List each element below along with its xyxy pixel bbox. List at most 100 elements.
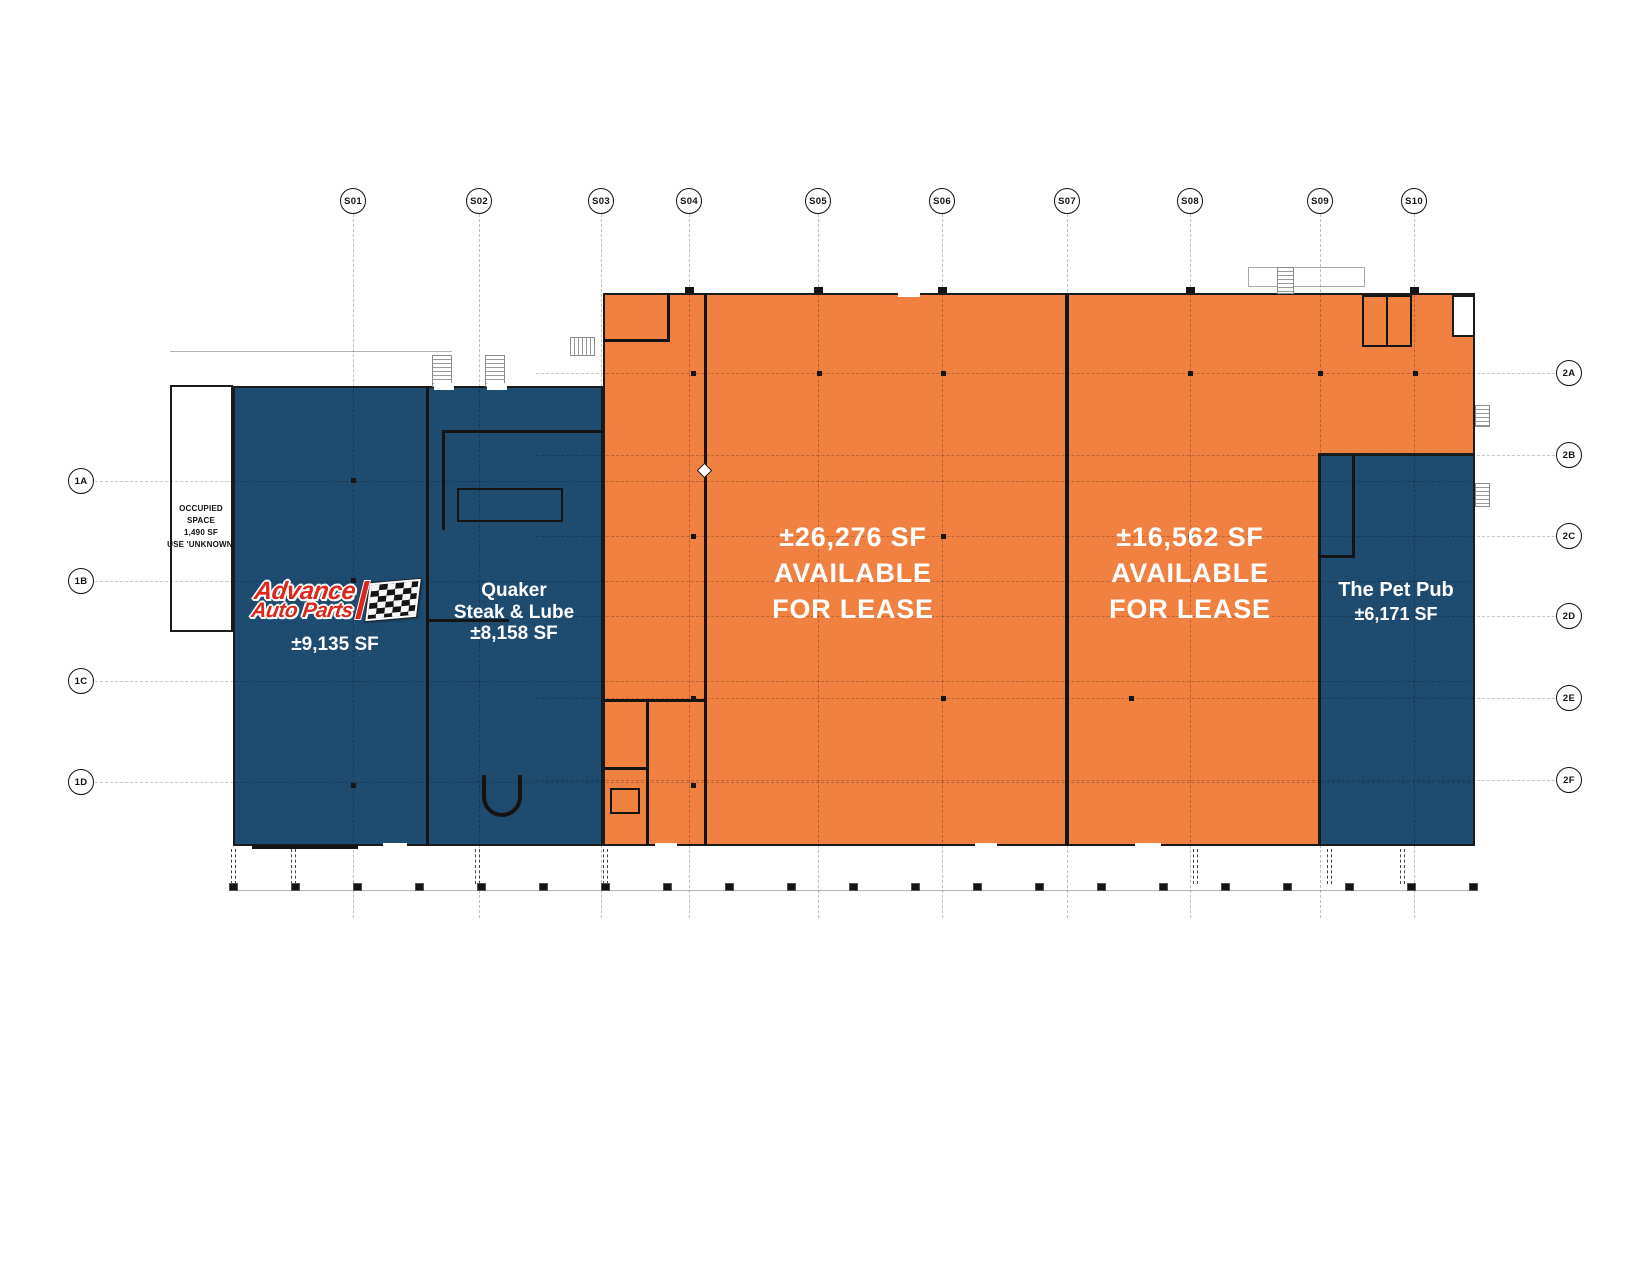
grid-marker-s09: S09 bbox=[1307, 188, 1333, 214]
lease-large-area: ±26,276 SF bbox=[779, 522, 927, 552]
grid-marker-s06: S06 bbox=[929, 188, 955, 214]
advance-auto-parts-area: ±9,135 SF bbox=[291, 634, 379, 655]
advance-auto-parts-logo: Advance Auto Parts bbox=[248, 574, 423, 626]
canopy-support-line bbox=[291, 849, 296, 884]
note-line: 1,490 SF bbox=[183, 528, 219, 537]
interior-wall bbox=[604, 699, 706, 702]
grid-marker-s03: S03 bbox=[588, 188, 614, 214]
grid-line-s08 bbox=[1190, 214, 1191, 918]
grid-line-1b bbox=[95, 581, 1470, 582]
column-dot bbox=[351, 478, 356, 483]
grid-marker-2d: 2D bbox=[1556, 603, 1582, 629]
colonnade-column bbox=[663, 883, 672, 891]
column-dot bbox=[1188, 371, 1193, 376]
grid-marker-1c: 1C bbox=[68, 668, 94, 694]
pet-pub-area: ±6,171 SF bbox=[1354, 604, 1438, 624]
column-dot bbox=[351, 578, 356, 583]
note-line: USE 'UNKNOWN' bbox=[167, 540, 235, 549]
lease-medium-line2: AVAILABLE bbox=[1111, 558, 1269, 588]
interior-wall bbox=[704, 293, 707, 846]
canopy-support-line bbox=[603, 849, 608, 884]
interior-wall bbox=[1386, 295, 1388, 347]
colonnade-column bbox=[787, 883, 796, 891]
note-line: OCCUPIED SPACE bbox=[179, 504, 223, 525]
colonnade-column bbox=[1345, 883, 1354, 891]
exterior-ladder-icon bbox=[1475, 483, 1490, 507]
canopy-support-line bbox=[475, 849, 480, 884]
interior-wall bbox=[1352, 455, 1355, 558]
colonnade-column bbox=[415, 883, 424, 891]
interior-room bbox=[457, 488, 563, 522]
column-dot bbox=[1318, 371, 1323, 376]
space-occupied-unknown bbox=[170, 385, 233, 632]
grid-marker-2c: 2C bbox=[1556, 523, 1582, 549]
column-dot bbox=[691, 534, 696, 539]
column-dot bbox=[691, 371, 696, 376]
grid-line-2f bbox=[536, 780, 1555, 781]
interior-room bbox=[610, 788, 640, 814]
grid-marker-2b: 2B bbox=[1556, 442, 1582, 468]
canopy-line bbox=[170, 351, 452, 352]
bar-counter bbox=[482, 775, 522, 817]
grid-line-s06 bbox=[942, 214, 943, 918]
grid-marker-s07: S07 bbox=[1054, 188, 1080, 214]
grid-line-1d bbox=[95, 782, 1470, 783]
lease-medium-area: ±16,562 SF bbox=[1116, 522, 1264, 552]
logo-line2: Auto Parts bbox=[250, 598, 355, 622]
grid-line-s10 bbox=[1414, 214, 1415, 918]
interior-wall bbox=[442, 430, 445, 530]
pilaster-tick bbox=[1186, 287, 1195, 293]
grid-line-1a bbox=[95, 481, 1470, 482]
grid-line-2d bbox=[536, 616, 1555, 617]
column-dot bbox=[817, 371, 822, 376]
occupied-space-note: OCCUPIED SPACE 1,490 SF USE 'UNKNOWN' bbox=[166, 503, 236, 551]
grid-marker-s05: S05 bbox=[805, 188, 831, 214]
colonnade-column bbox=[1097, 883, 1106, 891]
lease-medium-line3: FOR LEASE bbox=[1109, 594, 1271, 624]
grid-line-s02 bbox=[479, 214, 480, 918]
pilaster-tick bbox=[1410, 287, 1419, 293]
colonnade-column bbox=[725, 883, 734, 891]
interior-wall bbox=[1318, 555, 1354, 558]
grid-line-2e bbox=[536, 698, 1555, 699]
quaker-area: ±8,158 SF bbox=[470, 623, 558, 644]
stair-icon bbox=[1277, 267, 1294, 294]
canopy-support-line bbox=[1193, 849, 1198, 884]
lease-large-label: ±26,276 SF AVAILABLE FOR LEASE bbox=[693, 519, 1013, 627]
interior-wall bbox=[646, 699, 649, 846]
door-opening bbox=[487, 383, 507, 390]
column-dot bbox=[1413, 371, 1418, 376]
lease-medium-label: ±16,562 SF AVAILABLE FOR LEASE bbox=[1030, 519, 1350, 627]
colonnade-column bbox=[911, 883, 920, 891]
door-opening bbox=[898, 290, 920, 297]
column-dot bbox=[941, 696, 946, 701]
door-opening bbox=[1135, 843, 1161, 850]
grid-marker-1d: 1D bbox=[68, 769, 94, 795]
pet-pub-name: The Pet Pub bbox=[1338, 579, 1454, 601]
grid-line-s04 bbox=[689, 214, 690, 918]
grid-marker-1a: 1A bbox=[68, 468, 94, 494]
colonnade-column bbox=[1159, 883, 1168, 891]
space-pet-pub bbox=[1318, 453, 1475, 846]
quaker-line2: Steak & Lube bbox=[453, 601, 575, 623]
interior-wall bbox=[604, 767, 648, 770]
roof-outline bbox=[1248, 267, 1365, 287]
colonnade-column bbox=[1221, 883, 1230, 891]
grid-line-2a bbox=[536, 373, 1555, 374]
canopy-support-line bbox=[1327, 849, 1332, 884]
corner-room bbox=[1452, 295, 1475, 337]
pilaster-tick bbox=[938, 287, 947, 293]
colonnade-column bbox=[291, 883, 300, 891]
grid-marker-2f: 2F bbox=[1556, 767, 1582, 793]
interior-wall bbox=[442, 430, 603, 433]
interior-wall bbox=[604, 339, 670, 342]
stair-icon bbox=[570, 337, 595, 356]
colonnade-column bbox=[1407, 883, 1416, 891]
grid-line-2c bbox=[536, 536, 1555, 537]
quaker-line1: Quaker bbox=[481, 580, 547, 601]
door-opening bbox=[655, 843, 677, 850]
colonnade-column bbox=[539, 883, 548, 891]
canopy-support-line bbox=[1400, 849, 1405, 884]
interior-wall bbox=[667, 293, 670, 342]
colonnade-column bbox=[477, 883, 486, 891]
